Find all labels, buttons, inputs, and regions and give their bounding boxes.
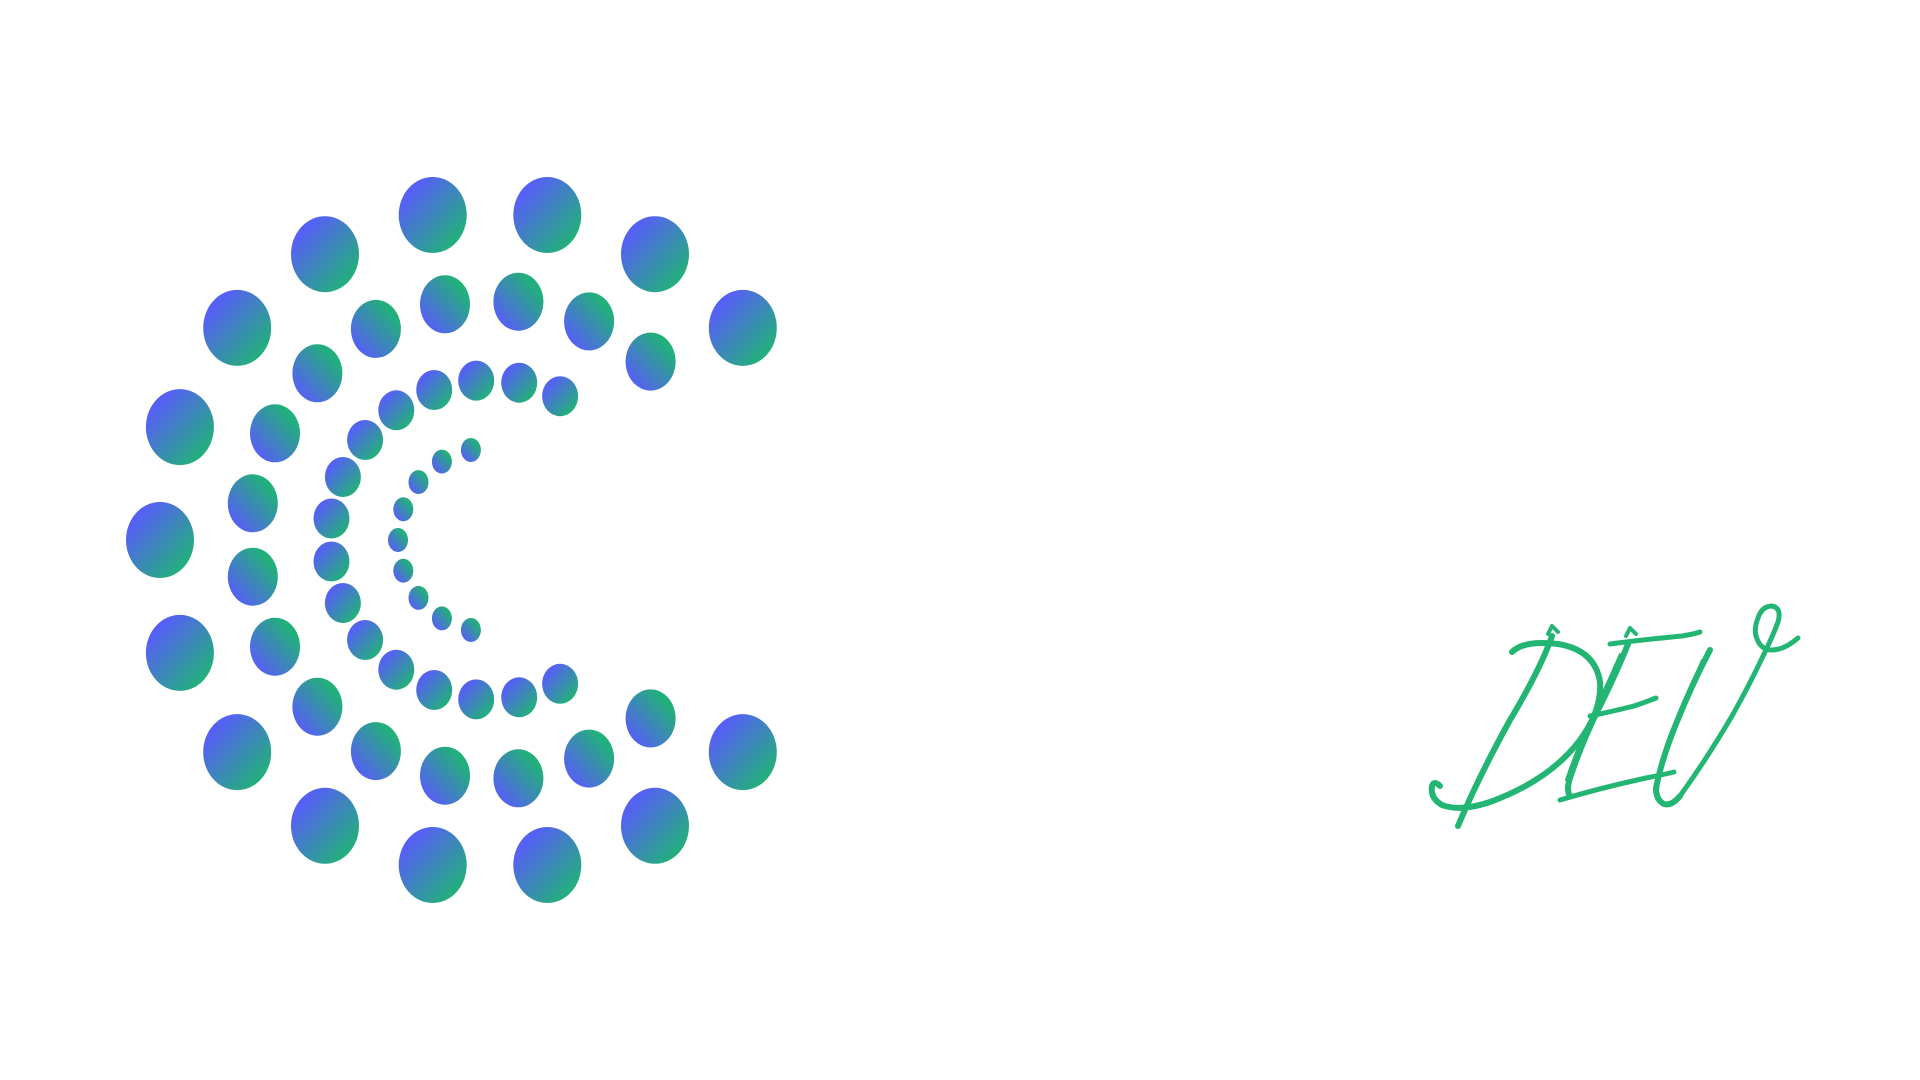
- logo-dot: [501, 363, 537, 403]
- logo-dot: [513, 177, 581, 253]
- logo-dot: [399, 827, 467, 903]
- logo-dot: [203, 714, 271, 790]
- logo-dot: [542, 376, 578, 416]
- logo-dot: [291, 216, 359, 292]
- logo-dot: [432, 450, 452, 474]
- logo-dot: [126, 502, 194, 578]
- logo-dot: [393, 559, 413, 583]
- logo-dot: [501, 677, 537, 717]
- logo-dot: [351, 722, 401, 780]
- logo-dot: [432, 606, 452, 630]
- logo-dot: [626, 333, 676, 391]
- wordmark-letter-v-flourish: [1755, 606, 1798, 654]
- logo-dot: [458, 361, 494, 401]
- wordmark-letter-d: [1432, 643, 1600, 808]
- logo-dot: [626, 689, 676, 747]
- logo-dot: [378, 390, 414, 430]
- logo-dot: [351, 300, 401, 358]
- logo-dot: [146, 615, 214, 691]
- logo-dot: [325, 583, 361, 623]
- logo-dot: [409, 586, 429, 610]
- wordmark-letter-v-left: [1656, 650, 1710, 804]
- logo-dot: [420, 275, 470, 333]
- logo-dot: [203, 290, 271, 366]
- wordmark-letter-v-right: [1680, 654, 1764, 796]
- dev-wordmark-strokes: [1432, 606, 1798, 826]
- logo-dot: [420, 747, 470, 805]
- dev-wordmark: [1420, 600, 1880, 860]
- logo-dot: [325, 457, 361, 497]
- logo-dot: [409, 470, 429, 494]
- wordmark-letter-d-top-dot: [1548, 626, 1558, 634]
- logo-dot: [399, 177, 467, 253]
- logo-dot: [228, 548, 278, 606]
- logo-dot: [542, 664, 578, 704]
- wordmark-letter-e-top: [1610, 632, 1700, 644]
- logo-dot: [314, 499, 350, 539]
- logo-dot: [314, 542, 350, 582]
- logo-dots: [126, 177, 777, 903]
- logo-dot: [416, 670, 452, 710]
- wordmark-letter-e-top-dot: [1626, 628, 1636, 636]
- logo-dot: [564, 292, 614, 350]
- logo-dot: [347, 620, 383, 660]
- logo-dot: [292, 344, 342, 402]
- logo-dot: [250, 404, 300, 462]
- logo-dot: [388, 528, 408, 552]
- logo-dot: [228, 474, 278, 532]
- logo-dot: [461, 618, 481, 642]
- logo-dot: [291, 788, 359, 864]
- logo-dot: [709, 290, 777, 366]
- logo-dot: [493, 273, 543, 331]
- logo-dot: [621, 216, 689, 292]
- logo-dot: [564, 730, 614, 788]
- logo-dot: [513, 827, 581, 903]
- logo-dot: [378, 650, 414, 690]
- logo-dot: [493, 749, 543, 807]
- logo-dot: [709, 714, 777, 790]
- logo-dot: [292, 678, 342, 736]
- logo-dot: [250, 618, 300, 676]
- logo-dot: [393, 497, 413, 521]
- logo-dot: [416, 370, 452, 410]
- logo-dot: [347, 420, 383, 460]
- logo-dot: [146, 389, 214, 465]
- logo-dot: [621, 788, 689, 864]
- logo-dot: [461, 438, 481, 462]
- logo-dot: [458, 679, 494, 719]
